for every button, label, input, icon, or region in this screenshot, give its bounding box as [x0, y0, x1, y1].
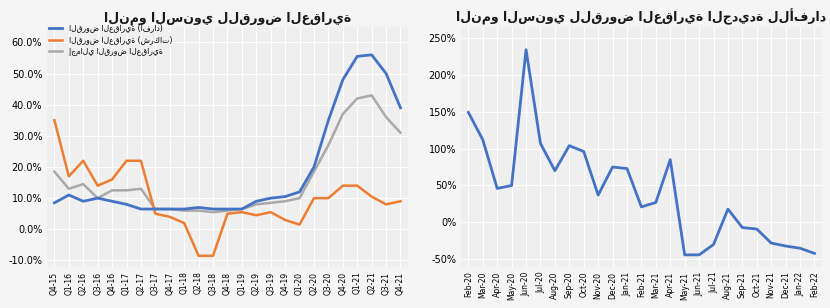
Title: النمو السنوي للقروض العقارية: النمو السنوي للقروض العقارية: [104, 11, 351, 25]
Title: النمو السنوي للقروض العقارية الجديدة للأفراد: النمو السنوي للقروض العقارية الجديدة للأ…: [457, 8, 827, 25]
Legend: القروض العقارية (أفراد), القروض العقارية (شركات), إجمالي القروض العقارية: القروض العقارية (أفراد), القروض العقارية…: [47, 22, 173, 58]
